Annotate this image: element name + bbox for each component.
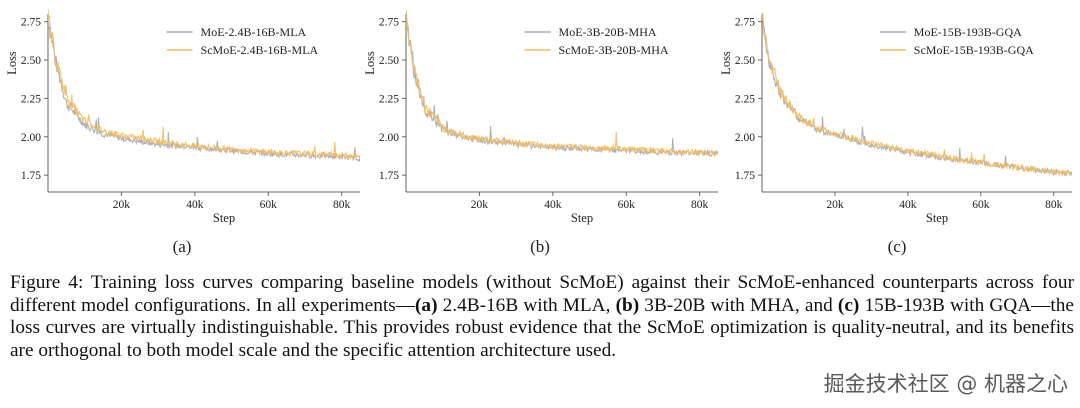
x-axis-label: Step [926,211,948,225]
y-tick-label: 2.00 [379,132,399,144]
x-tick-label: 40k [544,199,562,211]
y-tick-label: 2.75 [21,17,41,29]
subfigure-label: (c) [888,237,907,256]
chart-panel-b: 1.75 2.00 2.25 2.50 2.75 20k 40k 60k 80k Step Loss… [363,10,718,256]
caption-lead: Figure 4: Training loss curves comparing… [10,272,1074,316]
x-tick-label: 60k [972,199,990,211]
y-tick-label: 1.75 [735,170,755,182]
y-tick-label: 2.00 [21,132,41,144]
figure-panels: 1.75 2.00 2.25 2.50 2.75 20k 40k 60k 80k Step Loss… [5,8,1072,256]
legend-entry: ScMoE-2.4B-16B-MLA [201,43,319,57]
legend-entry: ScMoE-15B-193B-GQA [914,43,1034,57]
watermark: 掘金技术社区 @ 机器之心 [823,372,1068,396]
x-tick-label: 80k [333,199,351,211]
caption-label-c: (c) [837,294,860,316]
x-axis-label: Step [213,211,235,225]
x-axis-label: Step [571,211,593,225]
x-tick-label: 20k [471,199,489,211]
caption-text-c: 15B-193B with GQA—the loss curves are vi… [10,294,1074,361]
subfigure-label: (b) [530,237,550,256]
x-tick-label: 80k [691,199,709,211]
y-tick-label: 2.75 [379,17,399,29]
y-axis-label: Loss [363,51,377,75]
series-line-scmoe [48,8,360,161]
x-tick-label: 80k [1045,199,1063,211]
x-tick-label: 40k [186,199,204,211]
y-tick-label: 2.25 [21,93,41,105]
caption-label-b: (b) [615,294,640,316]
series-line-scmoe [406,10,718,158]
x-tick-label: 20k [826,199,844,211]
x-tick-label: 60k [260,199,278,211]
x-tick-label: 20k [113,199,131,211]
series-line-baseline [762,13,1072,178]
legend-entry: MoE-2.4B-16B-MLA [201,25,307,39]
chart-panel-c: 1.75 2.00 2.25 2.50 2.75 20k 40k 60k 80k Step Loss… [719,12,1072,256]
x-tick-label: 40k [899,199,917,211]
caption-label-a: (a) [415,294,438,316]
series-line-scmoe [762,12,1072,177]
y-axis-label: Loss [5,51,19,75]
y-tick-label: 2.00 [735,132,755,144]
caption-text-a: 2.4B-16B with MLA, [437,294,616,316]
figure-caption: Figure 4: Training loss curves comparing… [10,272,1074,362]
legend-entry: MoE-15B-193B-GQA [914,25,1022,39]
y-tick-label: 1.75 [379,170,399,182]
y-tick-label: 2.50 [379,55,399,67]
y-tick-label: 2.25 [735,93,755,105]
y-tick-label: 2.75 [735,17,755,29]
legend-entry: ScMoE-3B-20B-MHA [559,43,669,57]
caption-text-b: 3B-20B with MHA, and [639,294,838,316]
y-tick-label: 1.75 [21,170,41,182]
y-tick-label: 2.50 [21,55,41,67]
chart-panel-a: 1.75 2.00 2.25 2.50 2.75 20k 40k 60k 80k Step Loss… [5,8,360,256]
y-axis-label: Loss [719,51,733,75]
subfigure-label: (a) [173,237,192,256]
y-tick-label: 2.25 [379,93,399,105]
y-tick-label: 2.50 [735,55,755,67]
x-tick-label: 60k [618,199,636,211]
legend-entry: MoE-3B-20B-MHA [559,25,657,39]
